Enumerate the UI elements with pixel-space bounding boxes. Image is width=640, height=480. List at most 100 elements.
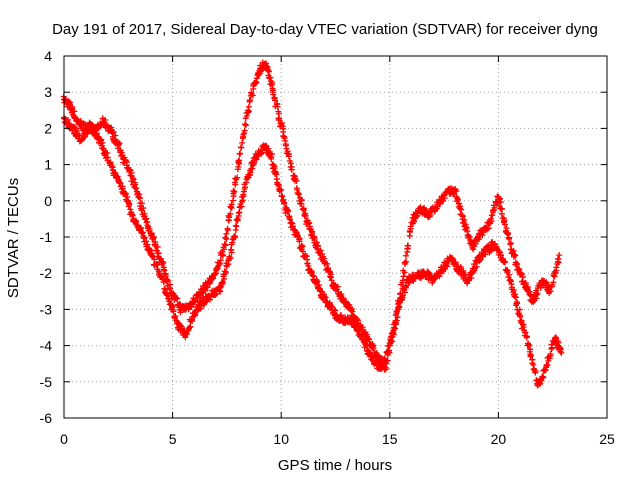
- series-2-point: [100, 145, 107, 152]
- series-1-point: [237, 150, 244, 157]
- series-1-point: [461, 217, 468, 224]
- series-2-point: [539, 373, 546, 380]
- series-2-point: [432, 275, 439, 282]
- series-2-point: [366, 349, 373, 356]
- x-tick-label: 0: [60, 431, 68, 447]
- series-2-point: [557, 345, 564, 352]
- series-2-point: [436, 273, 443, 280]
- series-1-point: [217, 257, 224, 264]
- series-1-point: [151, 234, 158, 241]
- series-2-point: [114, 173, 121, 180]
- series-2-point: [313, 277, 320, 284]
- series-1-point: [219, 251, 226, 258]
- series-1-point: [222, 234, 229, 241]
- series-2-point: [233, 216, 240, 223]
- series-2-point: [527, 352, 534, 359]
- series-1-point: [349, 308, 356, 315]
- series-2-point: [137, 225, 144, 232]
- series-2-point: [278, 186, 285, 193]
- series-2-point: [401, 289, 408, 296]
- series-1-point: [328, 277, 335, 284]
- series-2-point: [396, 304, 403, 311]
- data-points: [60, 59, 565, 389]
- series-2-point: [354, 327, 361, 334]
- series-2-point: [74, 127, 81, 134]
- series-1-point: [458, 206, 465, 213]
- series-1-point: [317, 247, 324, 254]
- series-1-point: [470, 246, 477, 253]
- series-2-point: [381, 356, 388, 363]
- series-1-point: [256, 70, 263, 77]
- series-1-point: [507, 240, 514, 247]
- series-1-point: [204, 284, 211, 291]
- series-2-point: [151, 256, 158, 263]
- series-2-point: [390, 327, 397, 334]
- series-1-point: [504, 231, 511, 238]
- series-1-point: [503, 225, 510, 232]
- series-1-point: [255, 71, 262, 78]
- series-2-point: [206, 296, 213, 303]
- series-1-point: [165, 277, 172, 284]
- series-1-point: [116, 141, 123, 148]
- series-2-point: [65, 116, 72, 123]
- series-1-point: [400, 273, 407, 280]
- series-2-point: [235, 212, 242, 219]
- series-2-point: [139, 230, 146, 237]
- series-1-point: [223, 236, 230, 243]
- series-2-point: [514, 300, 521, 307]
- series-2-point: [363, 342, 370, 349]
- series-1-point: [231, 188, 238, 195]
- series-2-point: [338, 312, 345, 319]
- series-1-point: [295, 191, 302, 198]
- series-2-point: [373, 359, 380, 366]
- series-2-point: [393, 317, 400, 324]
- series-2-point: [316, 285, 323, 292]
- series-1-point: [555, 255, 562, 262]
- series-2-point: [99, 142, 106, 149]
- series-1-point: [547, 288, 554, 295]
- series-1-point: [402, 252, 409, 259]
- series-1-point: [242, 121, 249, 128]
- series-2-point: [241, 184, 248, 191]
- series-1-point: [465, 233, 472, 240]
- series-2-point: [386, 347, 393, 354]
- series-1-point: [229, 197, 236, 204]
- series-2-point: [132, 217, 139, 224]
- series-1-point: [148, 230, 155, 237]
- series-1-point: [71, 108, 78, 115]
- series-2-point: [143, 238, 150, 245]
- series-1-point: [224, 227, 231, 234]
- series-2-point: [275, 181, 282, 188]
- series-2-point: [286, 213, 293, 220]
- series-2-point: [117, 180, 124, 187]
- series-1-point: [305, 219, 312, 226]
- series-1-point: [300, 207, 307, 214]
- series-2-point: [441, 266, 448, 273]
- series-1-point: [270, 91, 277, 98]
- series-1-point: [518, 271, 525, 278]
- series-1-point: [427, 211, 434, 218]
- series-1-point: [405, 242, 412, 249]
- series-1-point: [240, 133, 247, 140]
- series-1-point: [245, 103, 252, 110]
- series-1-point: [202, 287, 209, 294]
- y-tick-label: -5: [40, 374, 53, 390]
- series-2-point: [532, 369, 539, 376]
- series-1-point: [488, 212, 495, 219]
- series-2-point: [119, 183, 126, 190]
- series-2-point: [213, 290, 220, 297]
- y-tick-label: 2: [44, 120, 52, 136]
- series-2-point: [308, 269, 315, 276]
- series-2-point: [310, 273, 317, 280]
- series-1-point: [441, 195, 448, 202]
- series-1-point: [129, 175, 136, 182]
- series-2-point: [240, 188, 247, 195]
- x-tick-labels: 0 5 10 15 20 25: [60, 431, 615, 447]
- series-1-point: [407, 225, 414, 232]
- series-1-point: [327, 274, 334, 281]
- series-2-point: [516, 306, 523, 313]
- series-2-point: [449, 255, 456, 262]
- series-1-point: [365, 336, 372, 343]
- y-axis-label: SDTVAR / TECUs: [5, 178, 22, 298]
